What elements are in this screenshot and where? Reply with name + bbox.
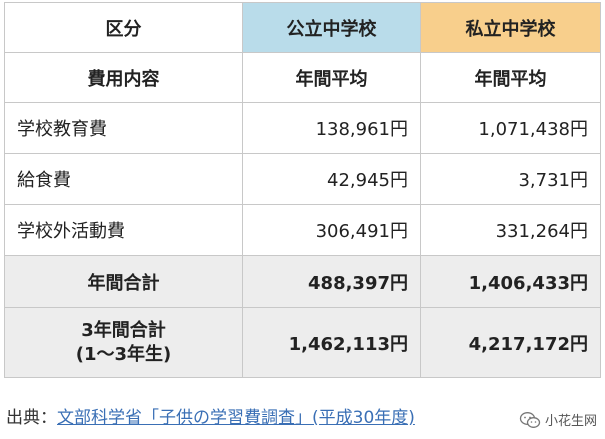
subheader-row: 費用内容 年間平均 年間平均 xyxy=(4,52,601,103)
public-value: 306,491円 xyxy=(242,204,421,256)
header-row: 区分 公立中学校 私立中学校 xyxy=(4,2,601,53)
watermark: 小花生网 xyxy=(519,410,597,429)
table-row: 給食費 42,945円 3,731円 xyxy=(4,153,601,205)
table-row: 学校教育費 138,961円 1,071,438円 xyxy=(4,102,601,154)
header-category: 区分 xyxy=(4,2,243,53)
public-value: 42,945円 xyxy=(242,153,421,205)
annual-total-public: 488,397円 xyxy=(242,255,421,308)
cost-table: 区分 公立中学校 私立中学校 費用内容 年間平均 年間平均 学校教育費 138,… xyxy=(4,2,601,378)
source-prefix: 出典： xyxy=(6,408,57,428)
subheader-expense-type: 費用内容 xyxy=(4,52,243,103)
source-citation: 出典：文部科学省「子供の学習費調査」(平成30年度) xyxy=(6,403,415,428)
source-link[interactable]: 文部科学省「子供の学習費調査」(平成30年度) xyxy=(57,408,415,428)
three-year-total-label-line2: (1～3年生) xyxy=(75,343,172,365)
header-public-school: 公立中学校 xyxy=(242,2,421,53)
row-label: 学校教育費 xyxy=(4,102,243,154)
wechat-icon xyxy=(519,411,541,428)
annual-total-private: 1,406,433円 xyxy=(420,255,601,308)
three-year-total-label-line1: 3年間合計 xyxy=(81,319,166,341)
row-label: 学校外活動費 xyxy=(4,204,243,256)
three-year-total-label: 3年間合計 (1～3年生) xyxy=(4,307,243,378)
private-value: 3,731円 xyxy=(420,153,601,205)
private-value: 331,264円 xyxy=(420,204,601,256)
table-row: 学校外活動費 306,491円 331,264円 xyxy=(4,204,601,256)
subheader-public-average: 年間平均 xyxy=(242,52,421,103)
private-value: 1,071,438円 xyxy=(420,102,601,154)
public-value: 138,961円 xyxy=(242,102,421,154)
header-private-school: 私立中学校 xyxy=(420,2,601,53)
annual-total-label: 年間合計 xyxy=(4,255,243,308)
subheader-private-average: 年間平均 xyxy=(420,52,601,103)
row-label: 給食費 xyxy=(4,153,243,205)
three-year-total-public: 1,462,113円 xyxy=(242,307,421,378)
watermark-text: 小花生网 xyxy=(544,414,597,429)
three-year-total-row: 3年間合計 (1～3年生) 1,462,113円 4,217,172円 xyxy=(4,307,601,378)
annual-total-row: 年間合計 488,397円 1,406,433円 xyxy=(4,255,601,308)
three-year-total-private: 4,217,172円 xyxy=(420,307,601,378)
